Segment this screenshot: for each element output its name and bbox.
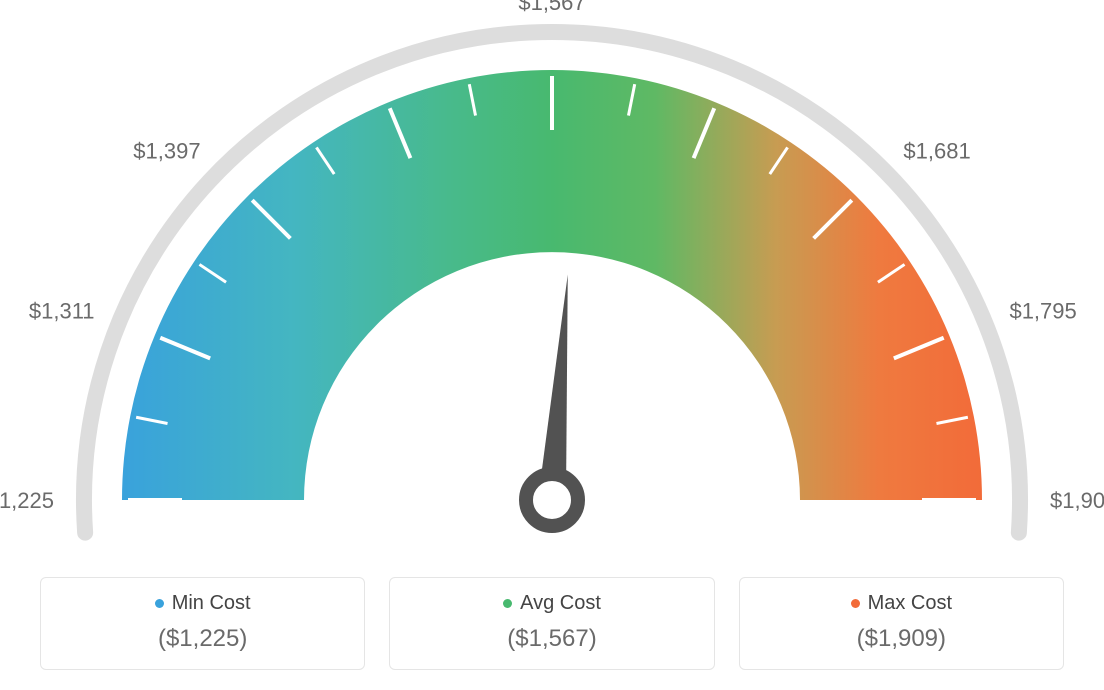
legend-dot-avg <box>503 599 512 608</box>
gauge-tick-label: $1,909 <box>1050 488 1104 513</box>
legend-card-max: Max Cost ($1,909) <box>739 577 1064 670</box>
gauge-tick-label: $1,311 <box>29 298 95 323</box>
legend-row: Min Cost ($1,225) Avg Cost ($1,567) Max … <box>0 577 1104 670</box>
legend-title-max: Max Cost <box>758 592 1045 615</box>
legend-card-min: Min Cost ($1,225) <box>40 577 365 670</box>
legend-label-min: Min Cost <box>172 592 251 615</box>
legend-title-avg: Avg Cost <box>408 592 695 615</box>
legend-title-min: Min Cost <box>59 592 346 615</box>
gauge-svg: $1,225 $1,311 $1,397 $1,567 $1,681 $1,795 $1,9… <box>0 0 1104 560</box>
legend-label-avg: Avg Cost <box>520 592 601 615</box>
gauge-tick-label: $1,397 <box>133 139 200 164</box>
legend-card-avg: Avg Cost ($1,567) <box>389 577 714 670</box>
gauge-tick-label: $1,567 <box>518 0 585 15</box>
gauge-area: $1,225 $1,311 $1,397 $1,567 $1,681 $1,795 $1,9… <box>0 0 1104 560</box>
gauge-hub <box>526 474 578 526</box>
legend-value-avg: ($1,567) <box>408 625 695 653</box>
legend-value-max: ($1,909) <box>758 625 1045 653</box>
gauge-tick-label: $1,225 <box>0 488 54 513</box>
gauge-tick-label: $1,681 <box>903 139 970 164</box>
cost-gauge-container: $1,225 $1,311 $1,397 $1,567 $1,681 $1,795 $1,9… <box>0 0 1104 690</box>
legend-dot-max <box>851 599 860 608</box>
legend-dot-min <box>155 599 164 608</box>
gauge-tick-label: $1,795 <box>1009 298 1076 323</box>
legend-label-max: Max Cost <box>868 592 952 615</box>
legend-value-min: ($1,225) <box>59 625 346 653</box>
